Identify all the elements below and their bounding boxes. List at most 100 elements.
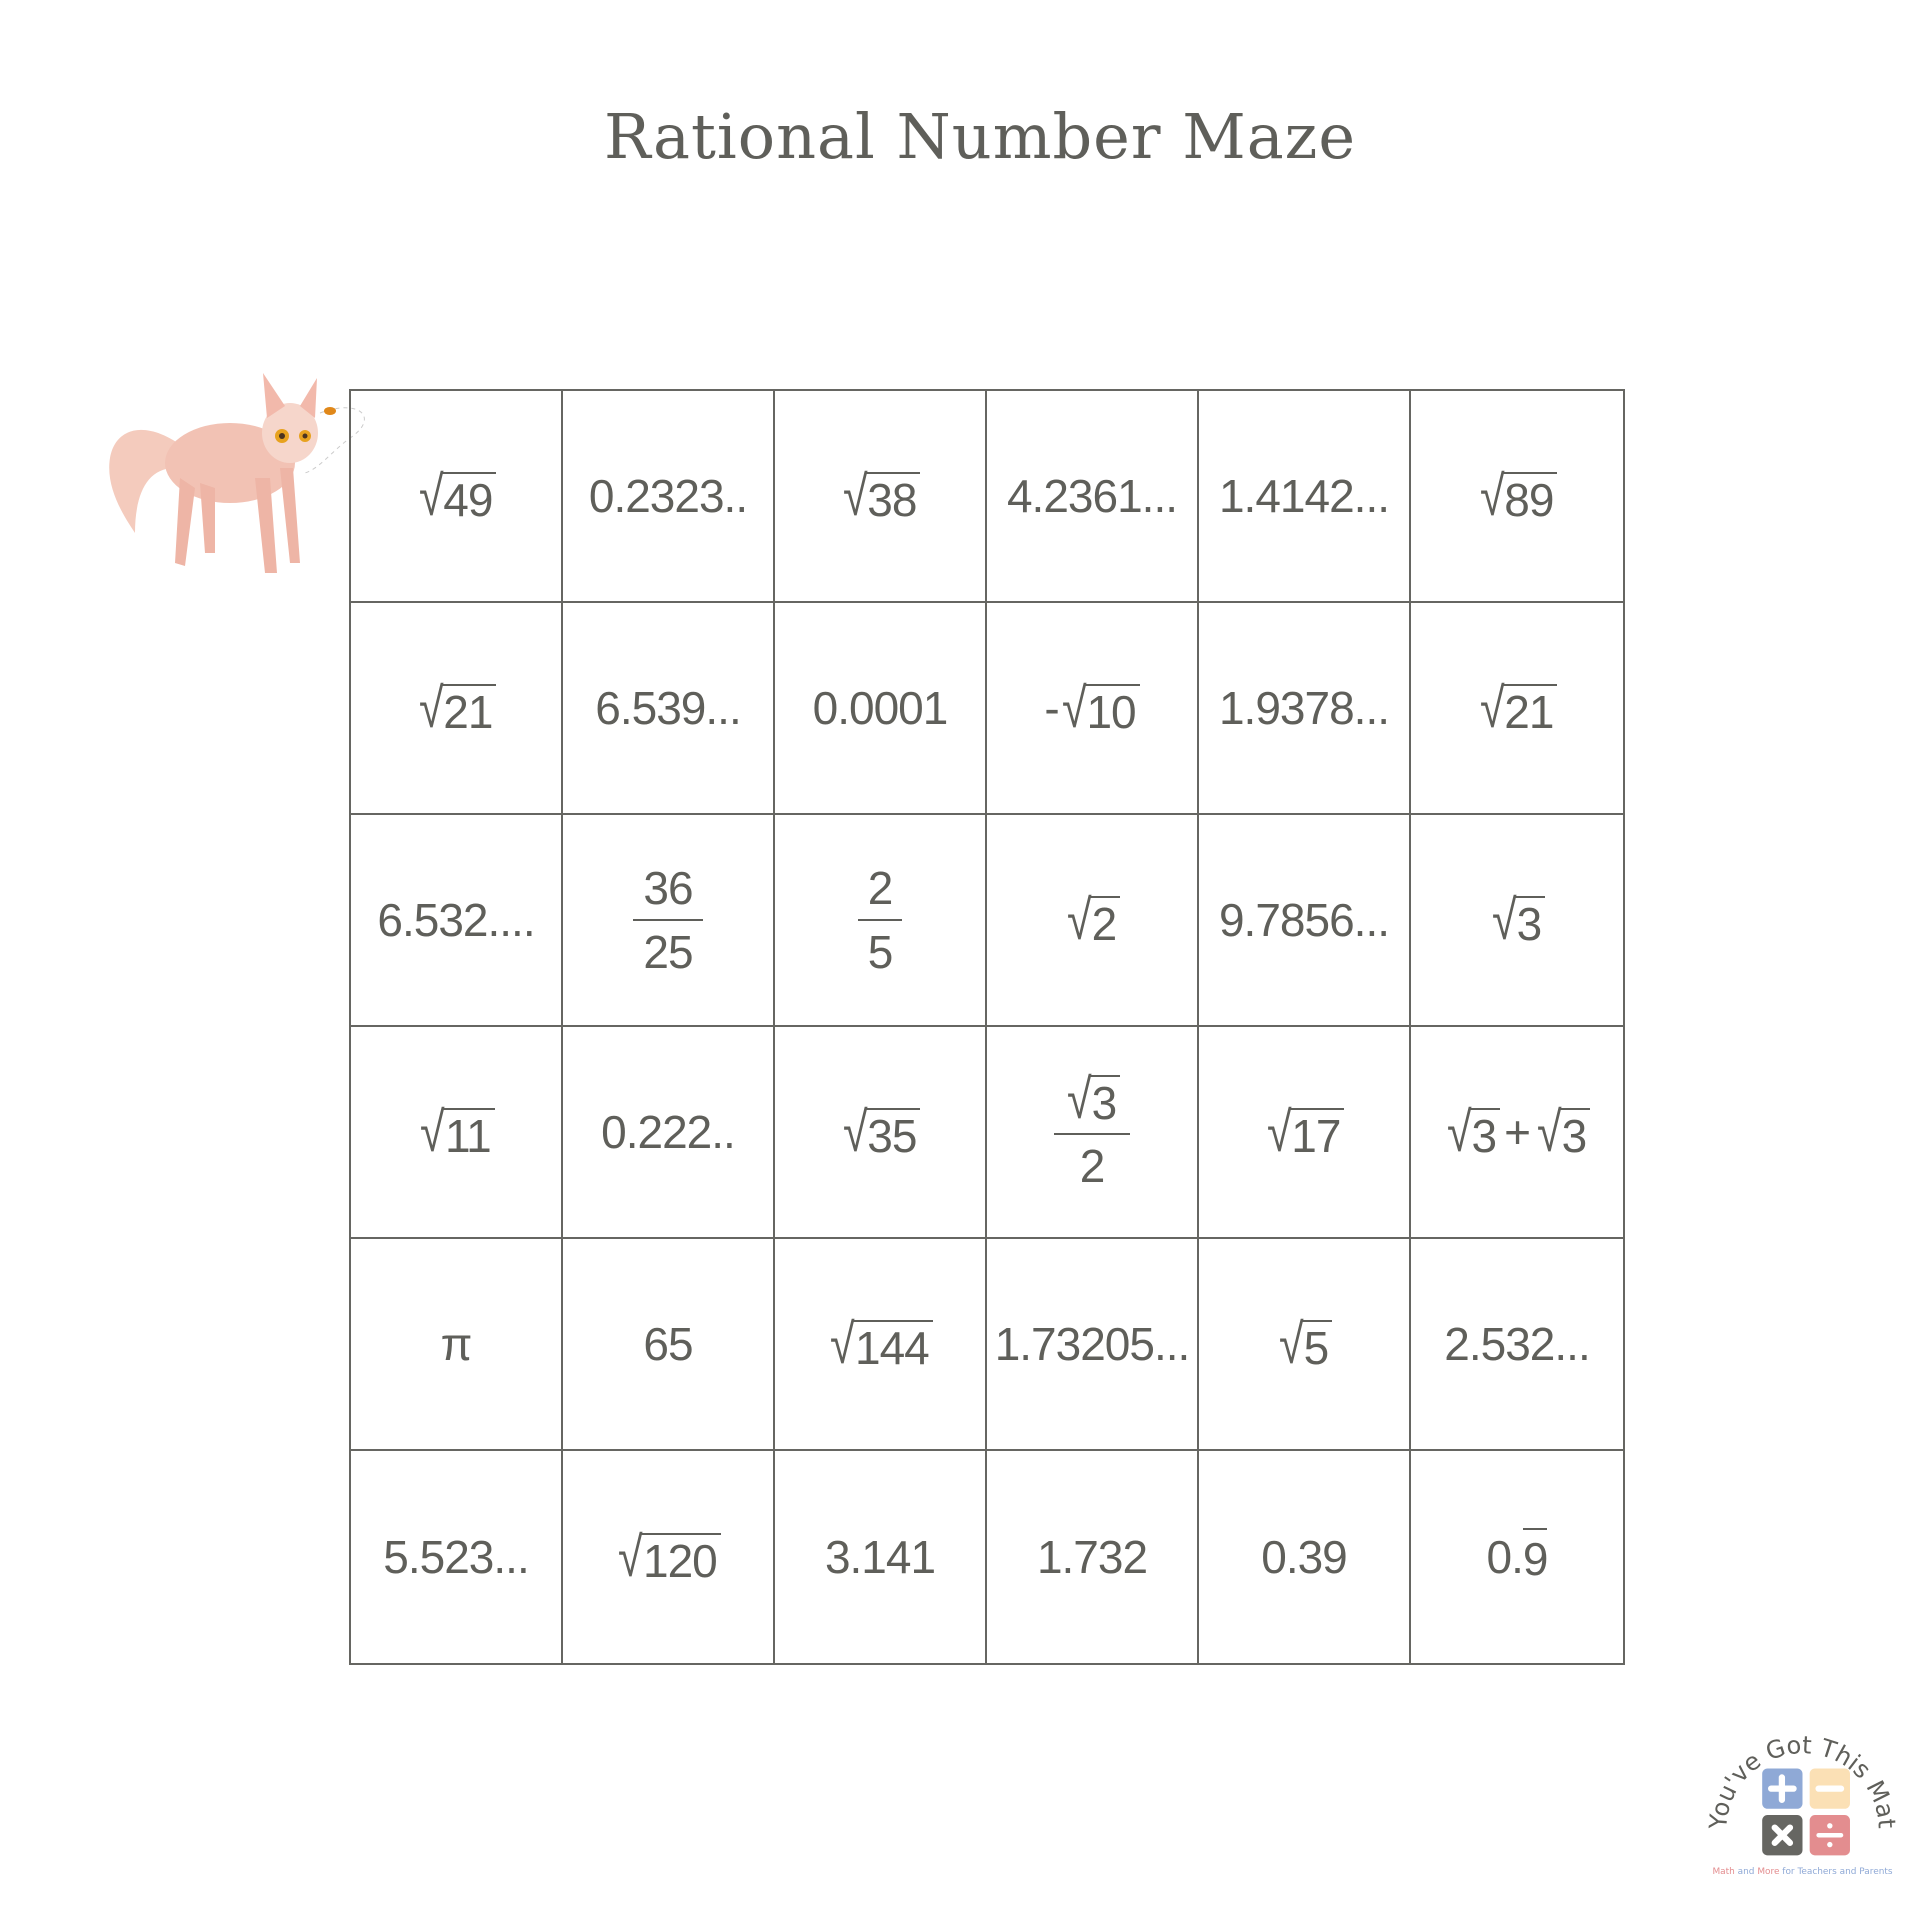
tagline-part: Math bbox=[1712, 1867, 1734, 1877]
maze-cell[interactable]: 9.7856... bbox=[1199, 815, 1411, 1027]
cell-value: 2.532... bbox=[1444, 1318, 1590, 1370]
cell-value: π bbox=[440, 1318, 473, 1370]
cell-value: 1.732 bbox=[1036, 1531, 1148, 1583]
maze-cell[interactable]: 4.2361... bbox=[987, 391, 1199, 603]
maze-cell[interactable]: 36 25 bbox=[563, 815, 775, 1027]
maze-cell[interactable]: 0. 9 bbox=[1411, 1451, 1623, 1663]
square-root: √ 35 bbox=[840, 1104, 921, 1160]
maze-cell[interactable]: 1.732 bbox=[987, 1451, 1199, 1663]
maze-cell[interactable]: 1.73205... bbox=[987, 1239, 1199, 1451]
maze-cell[interactable]: √ 2 bbox=[987, 815, 1199, 1027]
numerator: √ 3 bbox=[1053, 1071, 1131, 1135]
maze-cell[interactable]: 1.9378... bbox=[1199, 603, 1411, 815]
fraction: √ 3 2 bbox=[1053, 1071, 1131, 1193]
cat-head bbox=[262, 403, 318, 463]
square-root: √ 38 bbox=[840, 468, 921, 524]
radical-sign-icon: √ bbox=[1491, 888, 1517, 951]
tagline-part: More bbox=[1757, 1867, 1780, 1877]
brand-logo: You've Got This Math Math and More for T… bbox=[1695, 1695, 1901, 1877]
tagline-part: for Teachers and Parents bbox=[1779, 1867, 1892, 1877]
maze-cell[interactable]: √ 89 bbox=[1411, 391, 1623, 603]
radicand: 3 bbox=[1559, 1107, 1591, 1160]
plus-sign: + bbox=[1504, 1106, 1531, 1158]
cell-value: 9.7856... bbox=[1218, 894, 1390, 946]
maze-cell[interactable]: √ 3 2 bbox=[987, 1027, 1199, 1239]
page-title: Rational Number Maze bbox=[603, 100, 1357, 173]
cat-legs bbox=[175, 468, 300, 573]
radicand: 38 bbox=[865, 471, 921, 524]
cell-value: 0.0001 bbox=[812, 682, 949, 734]
maze-cell[interactable]: √ 21 bbox=[351, 603, 563, 815]
radicand: 10 bbox=[1084, 683, 1140, 736]
maze-cell[interactable]: 65 bbox=[563, 1239, 775, 1451]
maze-cell[interactable]: 5.523... bbox=[351, 1451, 563, 1663]
radicand: 144 bbox=[852, 1319, 933, 1372]
radical-sign-icon: √ bbox=[1066, 888, 1092, 951]
square-root: √ 120 bbox=[615, 1529, 721, 1585]
svg-text:You've Got This Math: You've Got This Math bbox=[1695, 1695, 1901, 1831]
square-root: √ 2 bbox=[1064, 888, 1121, 951]
maze-cell[interactable]: √ 11 bbox=[351, 1027, 563, 1239]
radical-sign-icon: √ bbox=[1479, 464, 1505, 527]
maze-cell[interactable]: π bbox=[351, 1239, 563, 1451]
denominator: 2 bbox=[1079, 1140, 1106, 1192]
radical-sign-icon: √ bbox=[842, 1100, 868, 1163]
maze-cell[interactable]: 2.532... bbox=[1411, 1239, 1623, 1451]
cell-value: 3.141 bbox=[824, 1531, 936, 1583]
maze-cell[interactable]: √ 3 bbox=[1411, 815, 1623, 1027]
square-root: √ 49 bbox=[416, 468, 497, 524]
maze-cell[interactable]: 0.2323.. bbox=[563, 391, 775, 603]
cell-value: 0.2323.. bbox=[588, 470, 748, 522]
logo-arc-text: You've Got This Math bbox=[1695, 1695, 1901, 1831]
maze-cell[interactable]: - √ 10 bbox=[987, 603, 1199, 815]
cell-value: 0.222.. bbox=[601, 1106, 736, 1158]
cell-value: 6.539... bbox=[595, 682, 741, 734]
cell-value: 6.532.... bbox=[377, 894, 535, 946]
minus-sign: - bbox=[1044, 682, 1059, 734]
radicand: 3 bbox=[1089, 1074, 1121, 1127]
radical-sign-icon: √ bbox=[1278, 1312, 1304, 1375]
radicand: 5 bbox=[1301, 1319, 1333, 1372]
maze-cell[interactable]: 0.222.. bbox=[563, 1027, 775, 1239]
radicand: 35 bbox=[865, 1107, 921, 1160]
denominator: 5 bbox=[867, 926, 894, 978]
maze-cell[interactable]: 6.539... bbox=[563, 603, 775, 815]
numerator: 2 bbox=[857, 861, 903, 921]
maze-cell[interactable]: √ 144 bbox=[775, 1239, 987, 1451]
maze-cell[interactable]: √ 49 bbox=[351, 391, 563, 603]
radical-sign-icon: √ bbox=[1536, 1100, 1562, 1163]
maze-cell[interactable]: √ 3 + √ 3 bbox=[1411, 1027, 1623, 1239]
maze-cell[interactable]: 6.532.... bbox=[351, 815, 563, 1027]
maze-cell[interactable]: 3.141 bbox=[775, 1451, 987, 1663]
maze-cell[interactable]: √ 21 bbox=[1411, 603, 1623, 815]
square-root: √ 11 bbox=[417, 1104, 495, 1160]
radical-sign-icon: √ bbox=[1266, 1100, 1292, 1163]
maze-cell[interactable]: √ 35 bbox=[775, 1027, 987, 1239]
radical-sign-icon: √ bbox=[1446, 1100, 1472, 1163]
maze-cell[interactable]: √ 38 bbox=[775, 391, 987, 603]
radical-sign-icon: √ bbox=[418, 676, 444, 739]
tagline-part: and bbox=[1735, 1867, 1758, 1877]
cat-ears bbox=[263, 373, 317, 418]
radical-sign-icon: √ bbox=[1479, 676, 1505, 739]
maze-cell[interactable]: √ 120 bbox=[563, 1451, 775, 1663]
radicand: 2 bbox=[1089, 895, 1121, 948]
cell-value: 5.523... bbox=[383, 1531, 529, 1583]
square-root: √ 21 bbox=[1477, 680, 1558, 736]
maze-cell[interactable]: 0.39 bbox=[1199, 1451, 1411, 1663]
radical-sign-icon: √ bbox=[420, 1100, 445, 1163]
maze-cell[interactable]: √ 17 bbox=[1199, 1027, 1411, 1239]
radical-sign-icon: √ bbox=[1061, 676, 1087, 739]
radicand: 3 bbox=[1514, 895, 1546, 948]
maze-cell[interactable]: √ 5 bbox=[1199, 1239, 1411, 1451]
radicand: 3 bbox=[1469, 1107, 1501, 1160]
maze-cell[interactable]: 1.4142... bbox=[1199, 391, 1411, 603]
maze-cell[interactable]: 0.0001 bbox=[775, 603, 987, 815]
square-root: √ 89 bbox=[1477, 468, 1558, 524]
square-root: √ 17 bbox=[1264, 1104, 1345, 1160]
repeating-digit: 9 bbox=[1522, 1528, 1548, 1586]
radicand: 17 bbox=[1289, 1107, 1345, 1160]
cell-value: 4.2361... bbox=[1006, 470, 1178, 522]
